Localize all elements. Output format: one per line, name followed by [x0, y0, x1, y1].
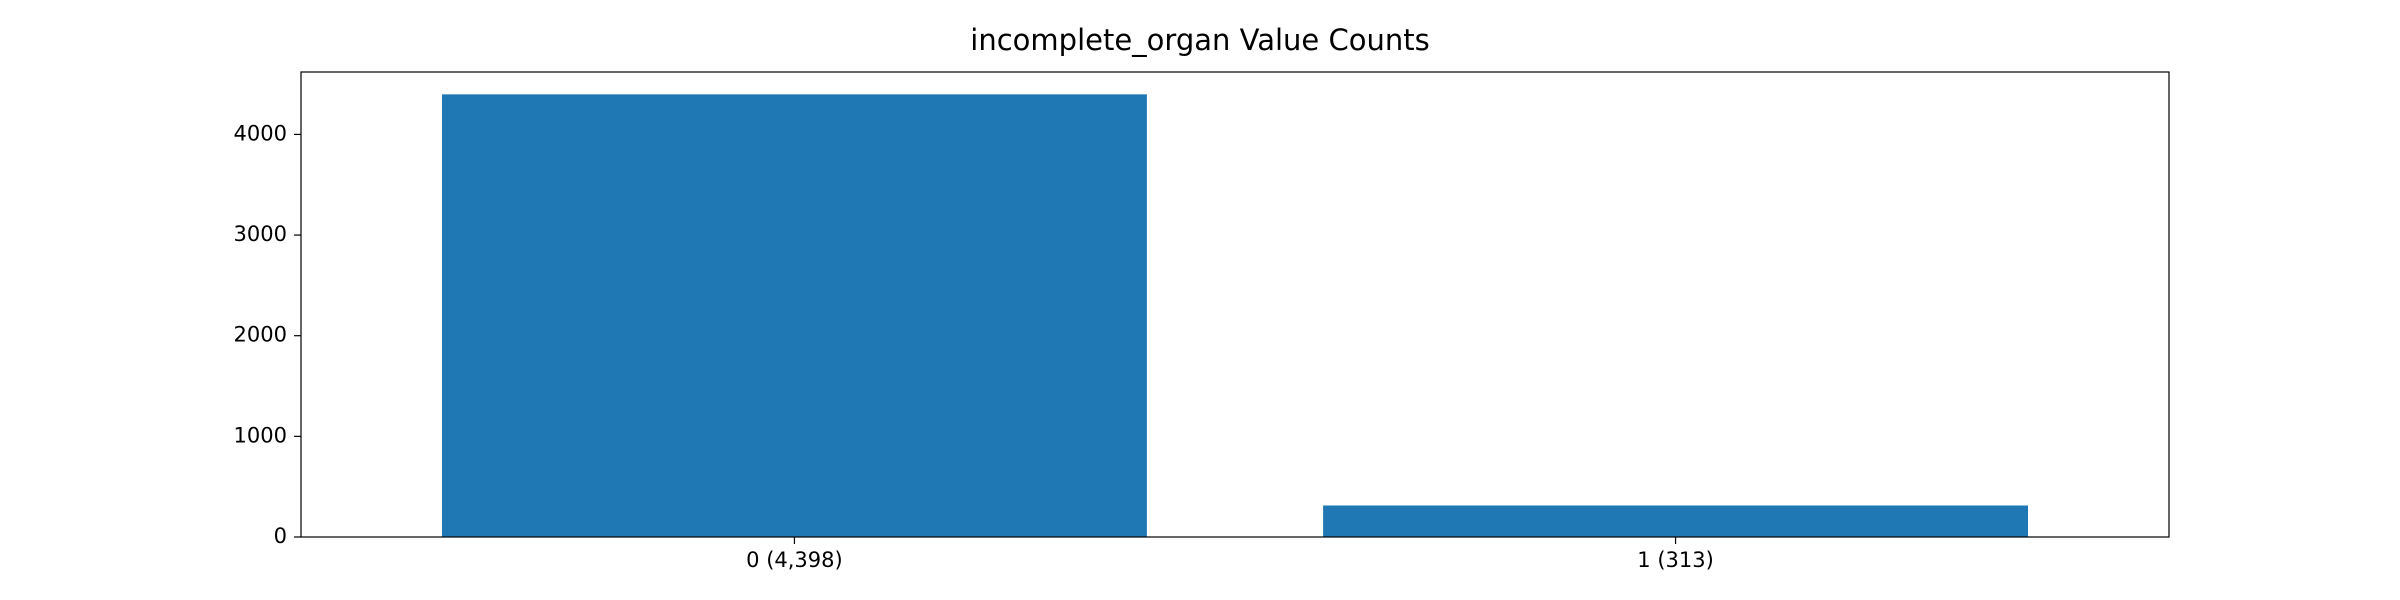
- y-tick-label-0: 0: [274, 524, 287, 548]
- bar-0: [441, 94, 1147, 538]
- x-tick-label-0: 0 (4,398): [746, 548, 843, 572]
- plot-area: 0 1000 2000 3000 4000 0 (4,398) 1 (313): [234, 71, 2170, 572]
- y-tick-label-3: 3000: [234, 222, 287, 246]
- y-tick-label-2: 2000: [234, 323, 287, 347]
- y-tick-label-4: 4000: [234, 121, 287, 145]
- axes-frame: [300, 71, 2170, 538]
- chart-title: incomplete_organ Value Counts: [970, 23, 1429, 57]
- x-tick-label-1: 1 (313): [1637, 548, 1714, 572]
- bar-1: [1323, 505, 2029, 537]
- y-tick-label-1: 1000: [234, 423, 287, 447]
